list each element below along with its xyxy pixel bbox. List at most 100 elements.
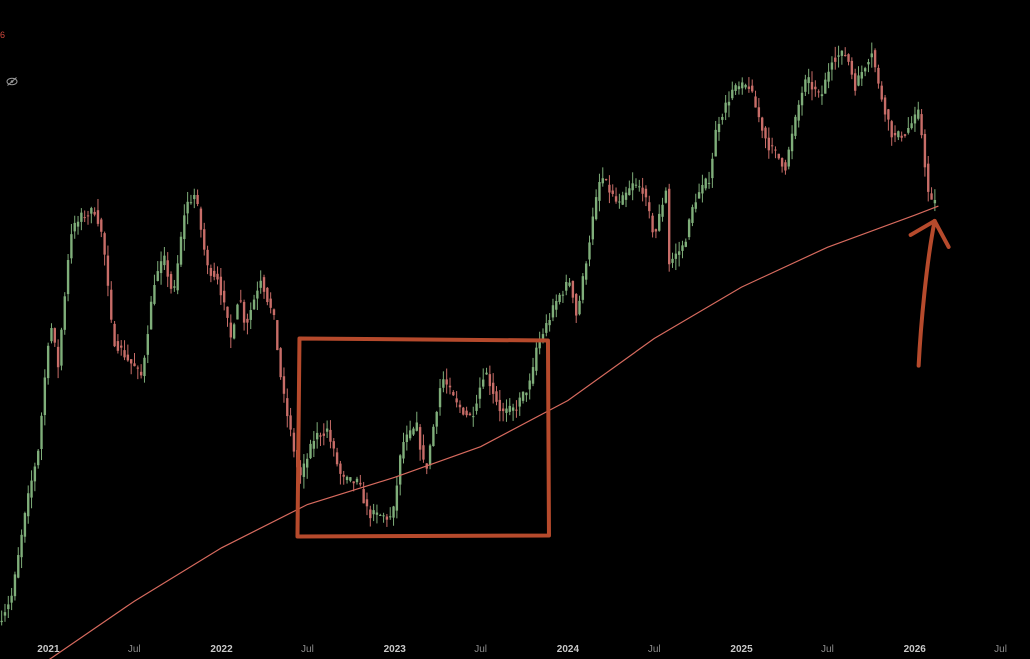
- candle: [103, 231, 106, 266]
- candle: [129, 359, 133, 375]
- candle: [717, 116, 721, 141]
- candle: [226, 306, 229, 327]
- candle: [375, 504, 379, 524]
- candle: [810, 71, 814, 101]
- candle: [847, 53, 850, 66]
- candle: [239, 289, 242, 304]
- candle: [601, 167, 604, 187]
- candle: [329, 420, 332, 449]
- candle: [591, 207, 595, 246]
- candle: [315, 422, 319, 449]
- candle: [538, 331, 541, 355]
- candle: [714, 120, 717, 157]
- candle: [611, 184, 614, 197]
- candle: [183, 204, 186, 251]
- candle: [472, 406, 475, 427]
- candle: [860, 65, 864, 86]
- candle: [850, 57, 854, 80]
- candle: [760, 116, 764, 139]
- candle: [913, 106, 917, 132]
- candle: [691, 204, 694, 227]
- candle: [521, 391, 525, 404]
- candle: [893, 125, 897, 143]
- candle: [292, 428, 296, 458]
- candle: [498, 389, 502, 422]
- candle: [332, 438, 335, 457]
- candle: [139, 364, 143, 379]
- x-tick-month: Jul: [301, 644, 314, 655]
- candle: [442, 371, 445, 393]
- candle: [186, 191, 189, 225]
- candle: [734, 83, 737, 95]
- candle: [123, 340, 126, 361]
- candle: [531, 357, 535, 387]
- candle: [66, 253, 70, 302]
- candle: [907, 117, 910, 135]
- candle: [887, 108, 890, 131]
- candle: [917, 101, 920, 121]
- candle: [266, 286, 269, 306]
- candle: [501, 402, 505, 422]
- candle: [179, 231, 183, 267]
- candle: [282, 367, 286, 403]
- candle: [724, 95, 727, 121]
- candle: [30, 470, 33, 509]
- x-tick-month: Jul: [821, 644, 834, 655]
- candle: [780, 157, 784, 173]
- candle: [515, 400, 518, 418]
- candle: [335, 447, 339, 467]
- candle: [86, 210, 90, 225]
- consolidation-box-annotation: [295, 336, 551, 539]
- candle: [830, 56, 834, 81]
- candle: [349, 477, 352, 483]
- candle: [751, 79, 754, 93]
- candle: [667, 183, 671, 272]
- candle: [604, 178, 608, 181]
- candle: [681, 240, 684, 259]
- candle: [588, 235, 591, 267]
- x-tick-month: Jul: [994, 644, 1007, 655]
- candle: [661, 197, 664, 222]
- candle: [634, 178, 638, 188]
- candle: [737, 81, 741, 95]
- candle: [166, 252, 169, 288]
- candle: [53, 327, 56, 347]
- candle: [628, 180, 631, 196]
- candle: [302, 454, 306, 489]
- candle: [468, 412, 472, 416]
- candle: [249, 302, 252, 330]
- candle: [505, 399, 508, 422]
- candle: [624, 186, 628, 208]
- candle: [482, 368, 485, 389]
- candle: [3, 603, 7, 622]
- x-tick-year: 2024: [557, 644, 580, 655]
- candle: [372, 503, 375, 522]
- candle: [359, 474, 362, 487]
- candle: [216, 266, 219, 285]
- candle: [598, 173, 601, 212]
- candle: [621, 191, 624, 206]
- candle: [325, 420, 329, 438]
- candle: [857, 66, 860, 87]
- candle: [455, 391, 458, 408]
- candle: [594, 189, 598, 221]
- candle: [229, 314, 233, 349]
- candle: [800, 86, 804, 116]
- candle: [525, 392, 528, 402]
- candle: [146, 325, 149, 364]
- candle: [262, 274, 266, 299]
- candle: [820, 85, 824, 105]
- candle: [36, 448, 40, 469]
- eye-slash-icon[interactable]: [6, 77, 18, 86]
- candle: [465, 406, 468, 418]
- candle: [807, 68, 810, 95]
- candle: [83, 210, 86, 223]
- annotation-layer: [295, 218, 951, 539]
- candle: [113, 321, 116, 348]
- candle: [126, 344, 130, 362]
- candle: [910, 116, 913, 130]
- candle: [684, 238, 687, 248]
- candle: [199, 206, 203, 238]
- candle: [548, 313, 551, 332]
